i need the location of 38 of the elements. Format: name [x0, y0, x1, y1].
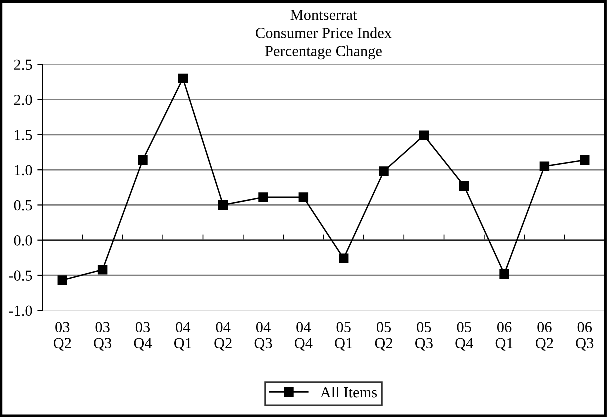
x-tick-label: 06 Q2 [536, 322, 554, 351]
y-tick-label: 2.5 [14, 60, 32, 70]
x-tick-label: 05 Q2 [375, 322, 393, 351]
x-tick-label: 03 Q4 [134, 322, 152, 351]
x-tick-label: 06 Q3 [576, 322, 594, 351]
point [58, 276, 68, 286]
x-tick-label: 03 Q3 [94, 322, 112, 351]
y-tick-label: -1.0 [9, 306, 32, 316]
legend-label: All Items [320, 386, 378, 398]
point [178, 74, 188, 84]
x-tick-label: 05 Q4 [456, 322, 474, 351]
point [338, 254, 349, 264]
y-tick-label: 0.5 [14, 200, 32, 211]
point [218, 200, 228, 210]
y-tick-label: 1.5 [15, 130, 32, 140]
point [258, 192, 268, 202]
point [419, 130, 430, 140]
x-tick-label: 04 Q1 [174, 322, 192, 351]
x-tick-label: 04 Q4 [294, 322, 313, 351]
point [379, 166, 389, 176]
x-tick-label: 06 Q1 [496, 322, 513, 351]
point [460, 181, 470, 192]
point [580, 155, 590, 166]
x-tick-label: 04 Q3 [254, 322, 272, 351]
y-tick-label: 2.0 [14, 94, 32, 106]
x-tick-label: 03 Q2 [54, 322, 72, 351]
x-tick-label: 05 Q1 [335, 322, 352, 351]
chart-title: Montserrat Consumer Price Index Percentage Change [256, 10, 392, 60]
y-tick-label: -0.5 [9, 270, 32, 282]
x-tick-label: 04 Q2 [214, 322, 232, 351]
point [298, 192, 309, 202]
point [138, 155, 148, 166]
y-tick-label: 1.0 [15, 165, 32, 176]
x-tick-label: 05 Q3 [415, 322, 433, 351]
point [540, 162, 550, 172]
point [98, 265, 108, 275]
point [500, 269, 510, 279]
y-tick-label: 0.0 [14, 236, 32, 246]
